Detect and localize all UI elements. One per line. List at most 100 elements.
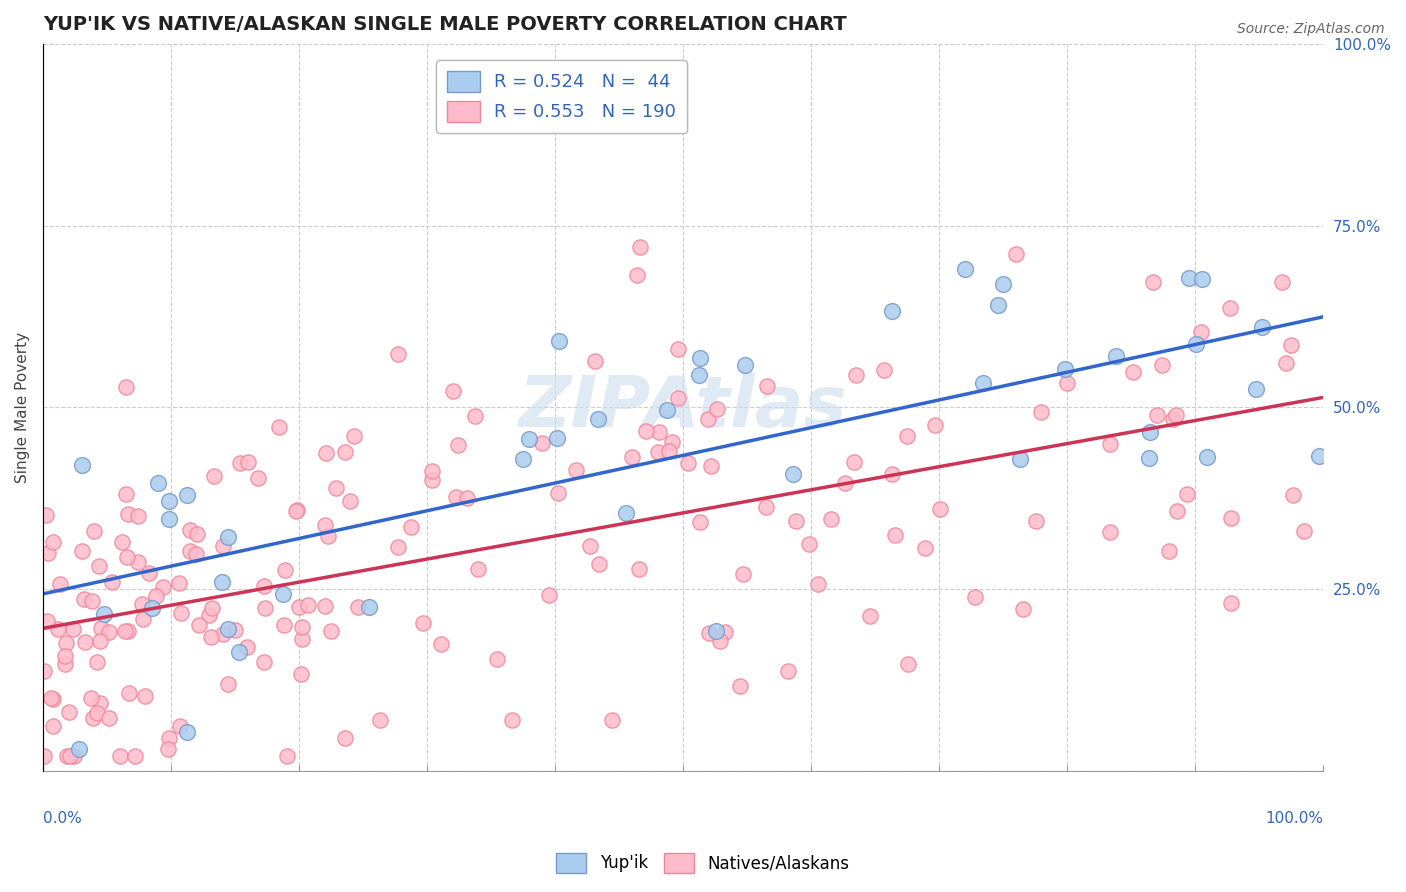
Point — [1005, 247, 1028, 261]
Point — [211, 575, 233, 590]
Point — [211, 627, 233, 641]
Point — [67, 742, 90, 756]
Point — [170, 606, 193, 620]
Point — [80, 690, 103, 705]
Point — [37, 546, 59, 560]
Point — [90, 621, 112, 635]
Point — [420, 463, 443, 477]
Point — [914, 541, 936, 556]
Point — [1219, 596, 1241, 610]
Point — [1056, 376, 1078, 391]
Point — [634, 424, 657, 438]
Point — [412, 616, 434, 631]
Point — [734, 358, 756, 372]
Point — [56, 749, 79, 764]
Point — [70, 544, 93, 558]
Point — [316, 528, 339, 542]
Point — [713, 624, 735, 639]
Point — [583, 354, 606, 368]
Text: 0.0%: 0.0% — [44, 811, 82, 826]
Point — [1195, 450, 1218, 465]
Point — [32, 749, 55, 764]
Point — [728, 679, 751, 693]
Point — [236, 455, 259, 469]
Point — [1139, 425, 1161, 439]
Point — [32, 664, 55, 678]
Point — [82, 711, 104, 725]
Point — [1219, 301, 1241, 315]
Point — [42, 535, 65, 549]
Point — [75, 635, 97, 649]
Point — [924, 417, 946, 432]
Point — [80, 594, 103, 608]
Point — [706, 401, 728, 416]
Point — [993, 277, 1015, 292]
Point — [586, 412, 609, 426]
Point — [46, 622, 69, 636]
Point — [485, 652, 508, 666]
Point — [98, 625, 121, 640]
Point — [285, 504, 308, 518]
Point — [198, 607, 221, 622]
Point — [335, 731, 357, 746]
Point — [291, 619, 314, 633]
Point — [756, 379, 779, 393]
Point — [89, 633, 111, 648]
Point — [42, 719, 65, 733]
Point — [600, 713, 623, 727]
Point — [288, 599, 311, 614]
Point — [253, 579, 276, 593]
Point — [799, 537, 821, 551]
Point — [697, 412, 720, 426]
Point — [217, 676, 239, 690]
Point — [647, 444, 669, 458]
Point — [621, 450, 644, 464]
Point — [115, 549, 138, 564]
Point — [628, 240, 651, 254]
Point — [579, 539, 602, 553]
Point — [782, 467, 804, 482]
Point — [387, 347, 409, 361]
Point — [1146, 409, 1168, 423]
Point — [776, 665, 799, 679]
Legend: R = 0.524   N =  44, R = 0.553   N = 190: R = 0.524 N = 44, R = 0.553 N = 190 — [436, 60, 686, 133]
Point — [134, 689, 156, 703]
Point — [666, 391, 689, 405]
Point — [236, 640, 259, 654]
Point — [347, 600, 370, 615]
Point — [186, 527, 208, 541]
Point — [49, 576, 72, 591]
Point — [254, 601, 277, 615]
Point — [269, 420, 291, 434]
Point — [86, 655, 108, 669]
Point — [339, 494, 361, 508]
Point — [689, 351, 711, 365]
Point — [1031, 405, 1053, 419]
Point — [132, 612, 155, 626]
Point — [627, 562, 650, 576]
Point — [1308, 449, 1330, 463]
Point — [114, 624, 136, 639]
Point — [273, 617, 295, 632]
Point — [676, 456, 699, 470]
Point — [706, 624, 728, 639]
Point — [447, 437, 470, 451]
Point — [430, 637, 453, 651]
Point — [333, 444, 356, 458]
Point — [1098, 524, 1121, 539]
Y-axis label: Single Male Poverty: Single Male Poverty — [15, 332, 30, 483]
Point — [274, 563, 297, 577]
Point — [1184, 337, 1206, 351]
Point — [1137, 450, 1160, 465]
Point — [1053, 362, 1076, 376]
Point — [200, 630, 222, 644]
Point — [314, 517, 336, 532]
Point — [87, 558, 110, 573]
Point — [55, 636, 77, 650]
Point — [138, 566, 160, 580]
Point — [315, 446, 337, 460]
Point — [201, 601, 224, 615]
Point — [517, 433, 540, 447]
Point — [626, 268, 648, 283]
Point — [157, 742, 180, 756]
